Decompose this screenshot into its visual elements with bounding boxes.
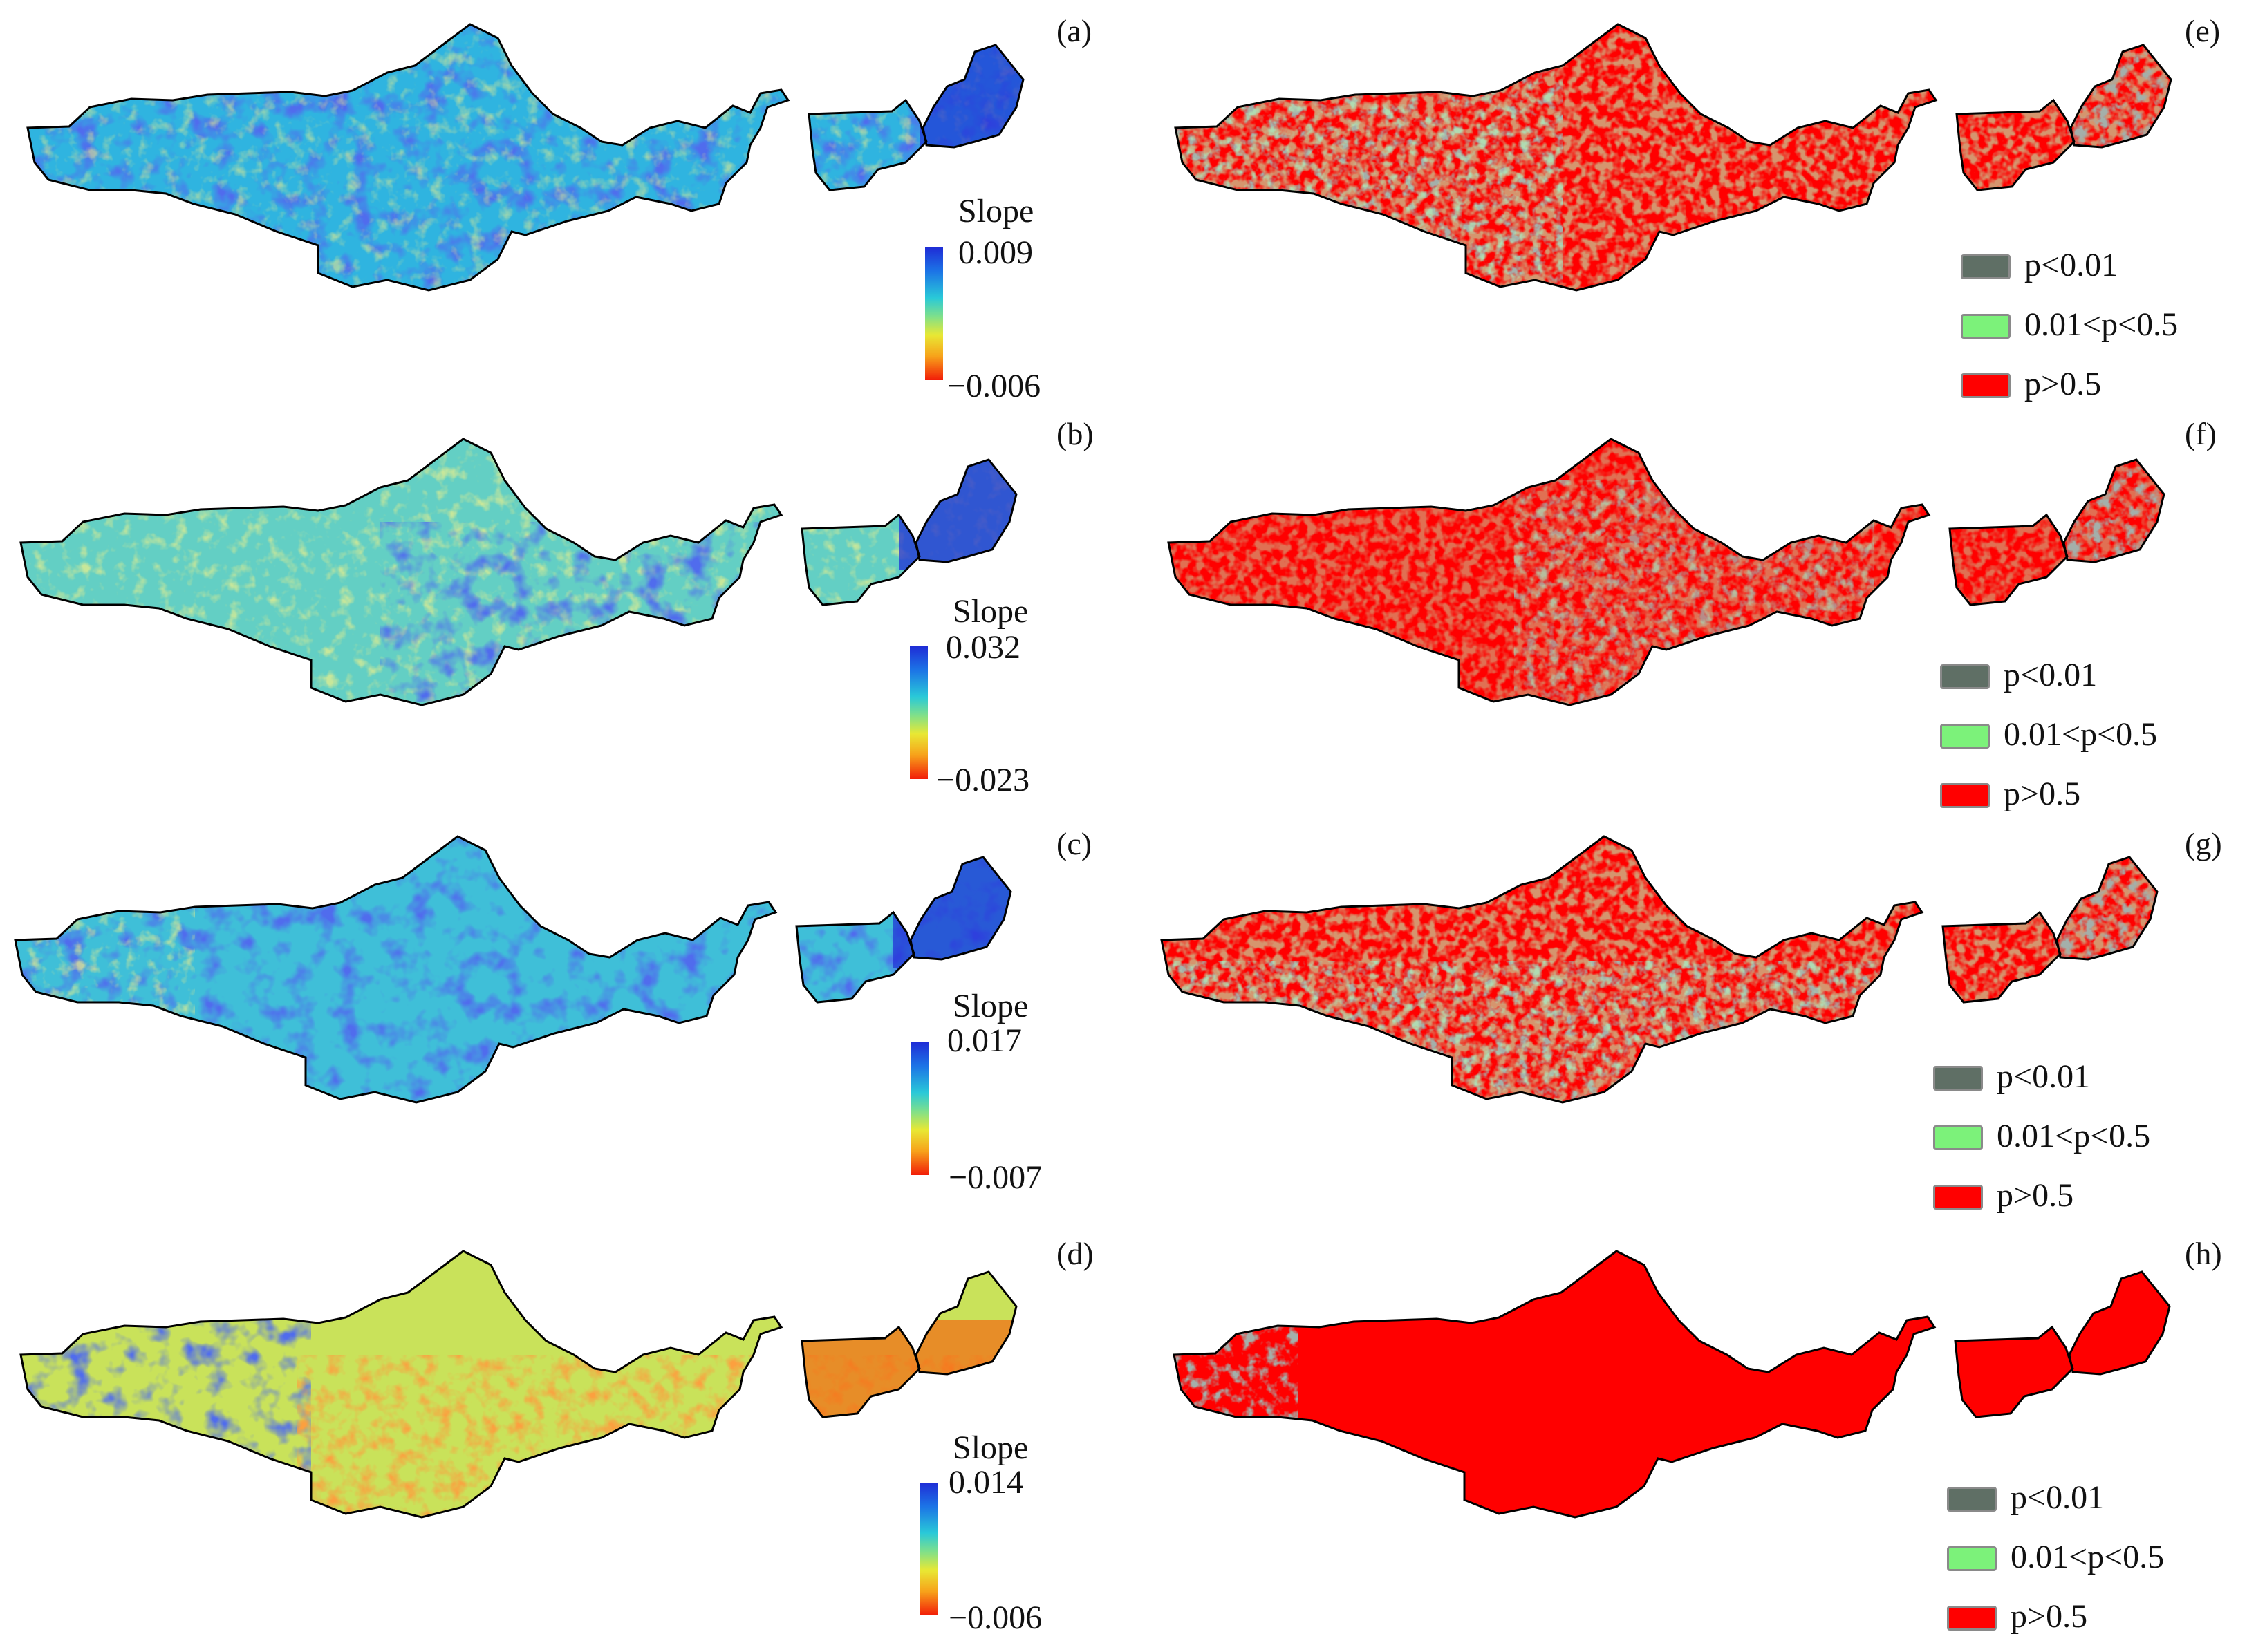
legend-swatch (1961, 254, 2011, 279)
legend-swatch (1947, 1606, 1997, 1631)
pvalue-map-panel-e: (e) p<0.01 0.01<p<0.5 p>0.5 (1134, 0, 2247, 411)
legend-title-d: Slope (953, 1429, 1029, 1466)
panel-label-h: (h) (2185, 1236, 2222, 1271)
legend-label: 0.01<p<0.5 (2011, 1539, 2165, 1575)
legend-swatch (1947, 1546, 1997, 1571)
pvalue-map-panel-h: (h) p<0.01 0.01<p<0.5 p>0.5 (1134, 1234, 2247, 1652)
colorbar-max-b: 0.032 (946, 629, 1020, 666)
colorbar-min-a: −0.006 (947, 368, 1041, 404)
colorbar-b (910, 646, 928, 779)
panel-label-g: (g) (2185, 826, 2222, 861)
legend-swatch (1947, 1487, 1997, 1512)
colorbar-max-c: 0.017 (947, 1022, 1022, 1059)
colorbar-min-d: −0.006 (949, 1599, 1043, 1636)
panel-label-a: (a) (1056, 13, 1092, 48)
legend-label: p>0.5 (1997, 1177, 2074, 1214)
panel-label-d: (d) (1056, 1236, 1094, 1271)
legend-swatch (1933, 1066, 1983, 1091)
pvalue-map-panel-f: (f) p<0.01 0.01<p<0.5 p>0.5 (1134, 411, 2247, 823)
legend-swatch (1940, 724, 1990, 749)
legend-title-a: Slope (958, 193, 1034, 229)
legend-label: 0.01<p<0.5 (1997, 1118, 2151, 1154)
legend-label: p<0.01 (1997, 1058, 2091, 1095)
slope-map-panel-a: (a) Slope 0.009 −0.006 (0, 0, 1106, 411)
pvalue-map-e (1174, 23, 2172, 292)
colorbar-d (920, 1483, 938, 1615)
colorbar-a (925, 247, 943, 380)
slope-map-d (19, 1250, 1018, 1519)
pvalue-map-h (1173, 1250, 2171, 1519)
legend-label: 0.01<p<0.5 (2004, 716, 2158, 753)
legend-swatch (1940, 664, 1990, 689)
slope-map-panel-d: (d) Slope 0.014 −0.006 (0, 1234, 1106, 1652)
legend-swatch (1933, 1125, 1983, 1150)
panel-label-c: (c) (1056, 826, 1092, 861)
legend-swatch (1933, 1185, 1983, 1210)
panel-label-f: (f) (2185, 416, 2217, 451)
legend-swatch (1961, 373, 2011, 398)
legend-label: p<0.01 (2024, 247, 2118, 283)
legend-title-c: Slope (953, 988, 1029, 1024)
legend-label: p>0.5 (2011, 1598, 2088, 1635)
slope-map-a (26, 23, 1025, 292)
legend-title-b: Slope (953, 593, 1029, 630)
pvalue-map-g (1160, 835, 2159, 1104)
slope-map-panel-c: (c) Slope 0.017 −0.007 (0, 823, 1106, 1234)
pvalue-map-f (1167, 438, 2165, 706)
panel-label-e: (e) (2185, 13, 2221, 48)
slope-map-c (14, 835, 1012, 1104)
legend-swatch (1961, 314, 2011, 339)
legend-label: p>0.5 (2004, 776, 2081, 812)
legend-label: p>0.5 (2024, 366, 2102, 402)
legend-label: 0.01<p<0.5 (2024, 306, 2179, 343)
colorbar-min-c: −0.007 (949, 1159, 1043, 1196)
panel-label-b: (b) (1056, 416, 1094, 451)
legend-label: p<0.01 (2004, 657, 2098, 693)
colorbar-c (911, 1042, 929, 1175)
pvalue-map-panel-g: (g) p<0.01 0.01<p<0.5 p>0.5 (1134, 823, 2247, 1234)
legend-swatch (1940, 783, 1990, 808)
slope-map-b (19, 438, 1018, 706)
colorbar-min-b: −0.023 (936, 762, 1030, 798)
legend-label: p<0.01 (2011, 1479, 2105, 1516)
colorbar-max-d: 0.014 (949, 1464, 1023, 1501)
slope-map-panel-b: (b) Slope 0.032 −0.023 (0, 411, 1106, 823)
colorbar-max-a: 0.009 (958, 234, 1033, 271)
